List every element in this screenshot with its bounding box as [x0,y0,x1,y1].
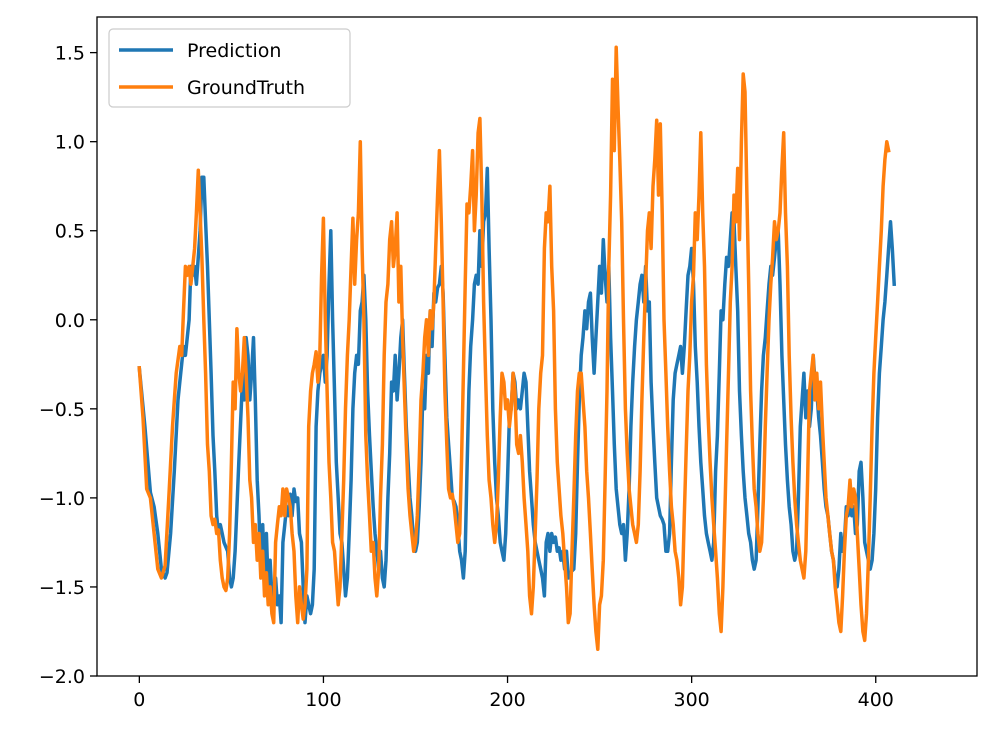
series-layer [137,45,897,652]
x-tick-label: 400 [858,689,894,711]
legend-label-prediction: Prediction [187,40,281,62]
plot-frame [96,16,978,677]
x-tick-label: 300 [674,689,710,711]
y-tick-label: 0.0 [55,310,85,332]
y-tick-label: −1.0 [39,488,85,510]
x-tick-label: 0 [133,689,145,711]
y-tick-label: −2.0 [39,666,85,688]
x-tick-label: 100 [305,689,341,711]
legend-label-groundtruth: GroundTruth [187,77,305,99]
y-tick-label: −1.5 [39,577,85,599]
y-tick-label: −0.5 [39,399,85,421]
y-tick-label: 1.0 [55,132,85,154]
series-line-groundtruth [137,45,891,652]
legend: Prediction GroundTruth [108,28,351,108]
axes-layer: 0 100 200 300 400 −2.0 −1.5 −1.0 −0.5 0.0 0.5 1.0 1.… [39,43,894,711]
y-tick-label: 0.5 [55,221,85,243]
x-tick-label: 200 [489,689,525,711]
y-tick-label: 1.5 [55,43,85,65]
